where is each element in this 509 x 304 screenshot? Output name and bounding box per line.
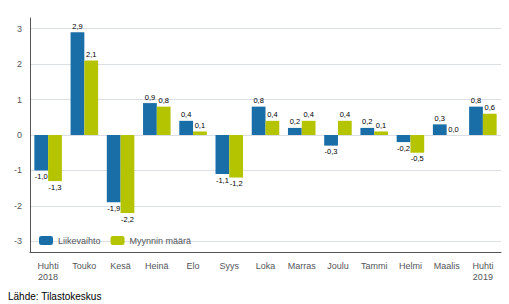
svg-text:Maalis: Maalis [434, 261, 461, 271]
svg-text:-0,3: -0,3 [325, 147, 338, 156]
svg-text:Tammi: Tammi [361, 261, 388, 271]
svg-text:0,1: 0,1 [195, 121, 205, 130]
svg-text:Liikevaihto: Liikevaihto [58, 236, 101, 246]
svg-text:2019: 2019 [473, 272, 493, 282]
svg-text:Huhti: Huhti [472, 261, 493, 271]
svg-text:-1,1: -1,1 [216, 176, 229, 185]
svg-text:-1,9: -1,9 [107, 204, 120, 213]
svg-text:Heinä: Heinä [145, 261, 169, 271]
svg-text:0,8: 0,8 [471, 96, 481, 105]
svg-text:0,4: 0,4 [267, 110, 277, 119]
svg-text:0,4: 0,4 [340, 110, 350, 119]
svg-text:0,3: 0,3 [435, 114, 445, 123]
svg-text:3: 3 [17, 24, 22, 34]
svg-text:0,2: 0,2 [362, 117, 372, 126]
svg-text:0,1: 0,1 [376, 121, 386, 130]
svg-text:-1,0: -1,0 [35, 172, 48, 181]
svg-text:0,6: 0,6 [485, 103, 495, 112]
svg-text:1: 1 [17, 95, 22, 105]
svg-text:Kesä: Kesä [110, 261, 131, 271]
svg-text:0,8: 0,8 [158, 96, 168, 105]
svg-text:Syys: Syys [220, 261, 240, 271]
svg-text:Myynnin määrä: Myynnin määrä [130, 236, 192, 246]
svg-text:-2,2: -2,2 [121, 215, 134, 224]
svg-text:-3: -3 [14, 236, 22, 246]
svg-text:-1: -1 [14, 165, 22, 175]
svg-text:2018: 2018 [38, 272, 58, 282]
svg-text:Touko: Touko [72, 261, 96, 271]
svg-text:0,2: 0,2 [290, 117, 300, 126]
svg-text:0,0: 0,0 [448, 125, 458, 134]
svg-text:0,9: 0,9 [145, 93, 155, 102]
svg-text:-1,2: -1,2 [230, 179, 243, 188]
svg-text:0,4: 0,4 [303, 110, 313, 119]
svg-text:0,4: 0,4 [181, 110, 191, 119]
svg-text:2,1: 2,1 [86, 50, 96, 59]
svg-text:Joulu: Joulu [327, 261, 349, 271]
svg-text:Huhti: Huhti [38, 261, 59, 271]
svg-text:Helmi: Helmi [399, 261, 422, 271]
svg-text:2: 2 [17, 59, 22, 69]
svg-text:-2: -2 [14, 201, 22, 211]
svg-text:Lähde: Tilastokeskus: Lähde: Tilastokeskus [8, 291, 101, 302]
svg-text:-0,5: -0,5 [411, 154, 424, 163]
svg-text:Marras: Marras [288, 261, 317, 271]
svg-text:2,9: 2,9 [72, 22, 82, 31]
svg-text:0: 0 [17, 130, 22, 140]
svg-text:Loka: Loka [256, 261, 276, 271]
svg-text:-1,3: -1,3 [49, 183, 62, 192]
svg-text:-0,2: -0,2 [397, 144, 410, 153]
svg-text:Elo: Elo [187, 261, 200, 271]
svg-text:0,8: 0,8 [253, 96, 263, 105]
